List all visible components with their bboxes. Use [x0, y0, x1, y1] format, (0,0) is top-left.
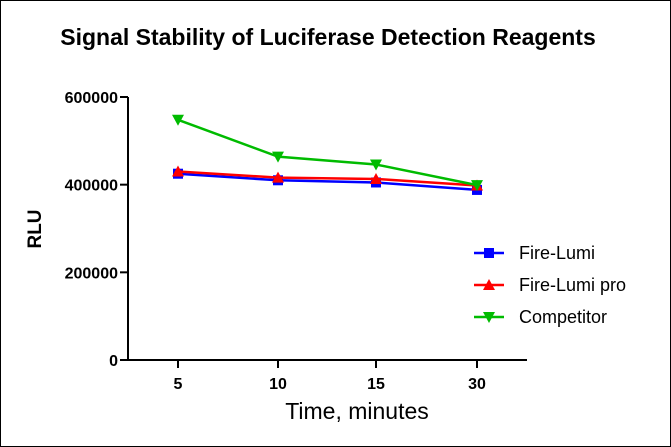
- x-tick-label: 5: [174, 376, 183, 393]
- y-tick-label: 600000: [65, 90, 118, 107]
- y-axis-label: RLU: [25, 209, 46, 248]
- y-tick-label: 400000: [65, 178, 118, 195]
- data-point: [370, 159, 382, 171]
- legend-item: Fire-Lumi pro: [474, 275, 626, 295]
- legend-item: Competitor: [474, 307, 607, 327]
- legend-label: Fire-Lumi: [519, 243, 595, 263]
- legend-marker: [483, 312, 495, 323]
- chart-title: Signal Stability of Luciferase Detection…: [60, 24, 596, 50]
- data-point: [172, 165, 184, 177]
- y-tick-label: 0: [109, 353, 118, 370]
- x-tick-label: 10: [269, 376, 287, 393]
- series-line: [177, 170, 478, 187]
- legend-item: Fire-Lumi: [474, 243, 595, 263]
- series-line: [177, 172, 478, 192]
- legend-label: Fire-Lumi pro: [519, 275, 626, 295]
- legend-marker: [484, 248, 494, 258]
- data-point: [471, 180, 483, 192]
- plot-area: [172, 114, 483, 195]
- y-tick-label: 200000: [65, 265, 118, 282]
- legend-marker: [483, 279, 495, 290]
- x-axis-label: Time, minutes: [285, 398, 429, 424]
- data-point: [272, 171, 284, 183]
- legend-label: Competitor: [519, 307, 607, 327]
- series-line: [177, 118, 478, 187]
- series-competitor: [172, 114, 483, 192]
- data-point: [272, 151, 284, 163]
- legend: Fire-Lumi Fire-Lumi pro Competitor: [474, 243, 626, 327]
- axes: 0 200000 400000 600000 5 10 15 30: [65, 90, 527, 393]
- x-tick-label: 15: [367, 376, 385, 393]
- data-point: [172, 114, 184, 126]
- x-tick-label: 30: [468, 376, 486, 393]
- data-point: [370, 172, 382, 184]
